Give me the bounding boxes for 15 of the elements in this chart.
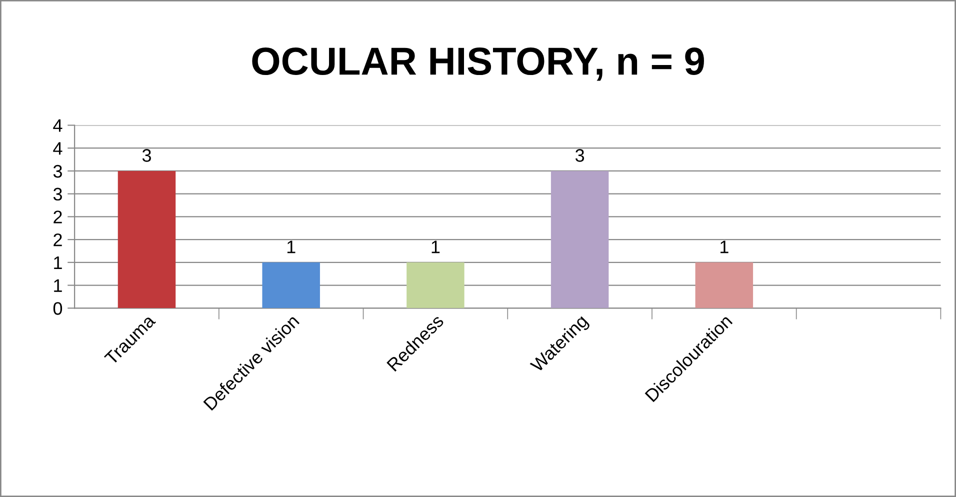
y-tick-label: 3 [53,188,62,201]
chart-title: OCULAR HISTORY, n = 9 [252,48,704,81]
y-tick-label: 4 [53,142,62,155]
data-label: 1 [432,240,440,254]
y-tick-label: 4 [53,119,62,132]
data-label: 3 [575,149,584,162]
y-tick-label: 3 [53,164,62,178]
y-tick-label: 1 [54,279,62,292]
data-label: 1 [287,240,296,254]
data-label: 1 [720,240,728,254]
y-tick-label: 1 [54,256,62,269]
y-tick-label: 0 [53,302,62,315]
y-tick-label: 2 [54,210,62,224]
data-label: 3 [142,149,151,162]
y-tick-label: 2 [54,233,62,246]
